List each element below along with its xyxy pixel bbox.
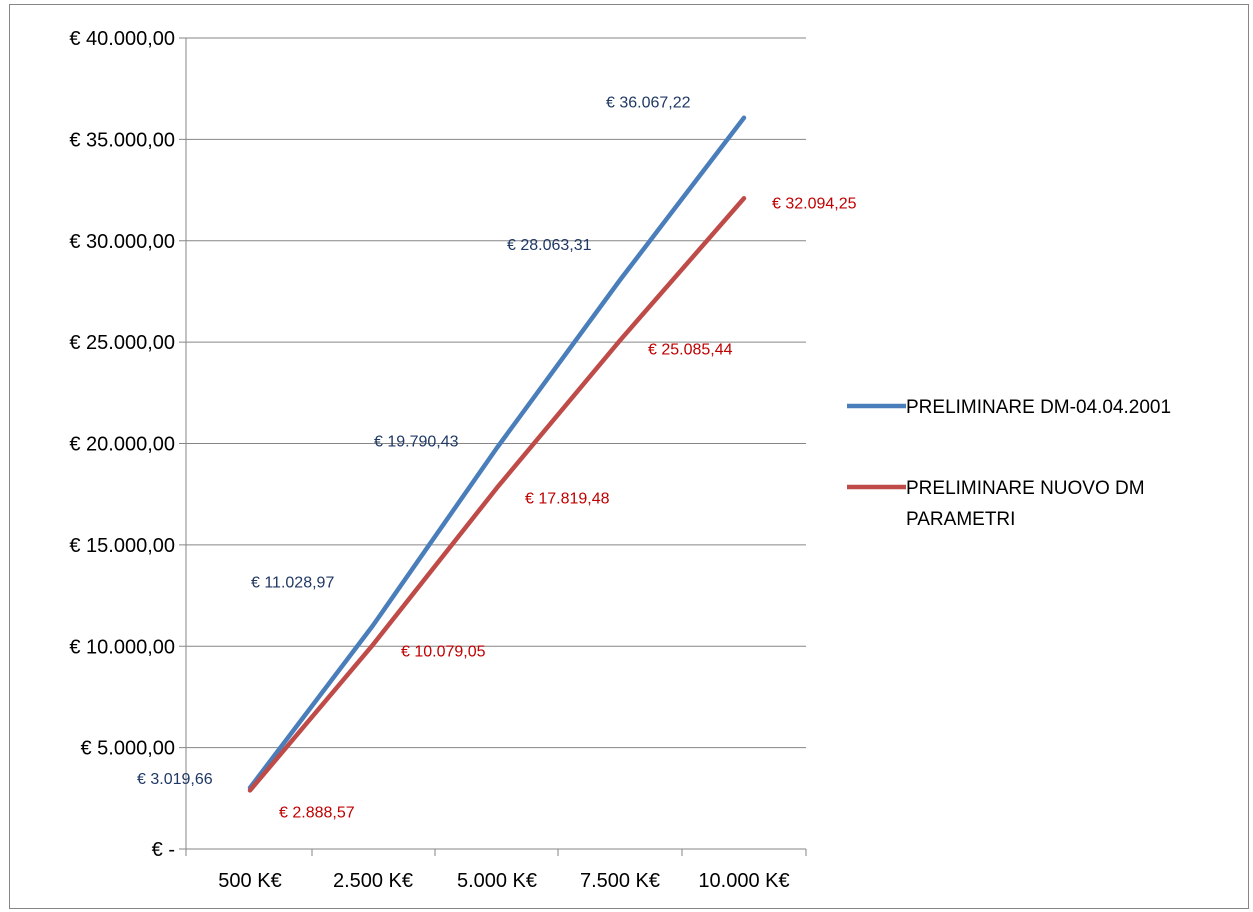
data-label: € 3.019,66 [137,771,213,788]
gridlines [186,37,806,749]
data-label: € 25.085,44 [648,341,733,358]
y-tick-label: € - [152,839,175,861]
data-label: € 19.790,43 [374,434,459,451]
y-tick-label: € 35.000,00 [69,129,175,151]
x-tick-label: 10.000 K€ [698,870,789,892]
data-label: € 17.819,48 [525,491,610,508]
legend-label: PRELIMINARE DM-04.04.2001 [906,397,1171,418]
chart-area [9,4,1249,909]
x-axis-tick-labels: 500 K€ 2.500 K€ 5.000 K€ 7.500 K€ 10.000 K€ [218,870,789,892]
y-tick-label: € 10.000,00 [69,636,175,658]
series-lines [247,115,747,793]
data-label: € 32.094,25 [772,195,857,212]
data-labels: € 3.019,66 € 11.028,97 € 19.790,43 € 28.063… [137,95,857,822]
data-label: € 11.028,97 [251,574,334,591]
series-line [247,115,747,791]
y-axis-tick-labels: € - € 5.000,00 € 10.000,00 € 15.000,00 € 20.… [69,28,175,861]
legend-label: PARAMETRI [906,509,1015,530]
x-tick-label: 500 K€ [218,870,281,892]
legend: PRELIMINARE DM-04.04.2001 PRELIMINARE NUO… [847,397,1171,530]
data-label: € 28.063,31 [507,237,592,254]
y-tick-label: € 20.000,00 [69,434,175,456]
y-tick-label: € 5.000,00 [80,738,175,760]
data-label: € 36.067,22 [606,95,691,112]
series-line [247,196,747,793]
y-tick-label: € 25.000,00 [69,332,175,354]
y-tick-label: € 30.000,00 [69,231,175,253]
legend-label: PRELIMINARE NUOVO DM [906,478,1145,499]
x-tick-label: 5.000 K€ [457,870,537,892]
y-tick-label: € 15.000,00 [69,535,175,557]
x-tick-label: 2.500 K€ [333,870,413,892]
axes [179,37,807,856]
data-label: € 10.079,05 [401,644,486,661]
y-tick-label: € 40.000,00 [69,28,175,50]
x-tick-label: 7.500 K€ [580,870,660,892]
data-label: € 2.888,57 [279,804,355,821]
